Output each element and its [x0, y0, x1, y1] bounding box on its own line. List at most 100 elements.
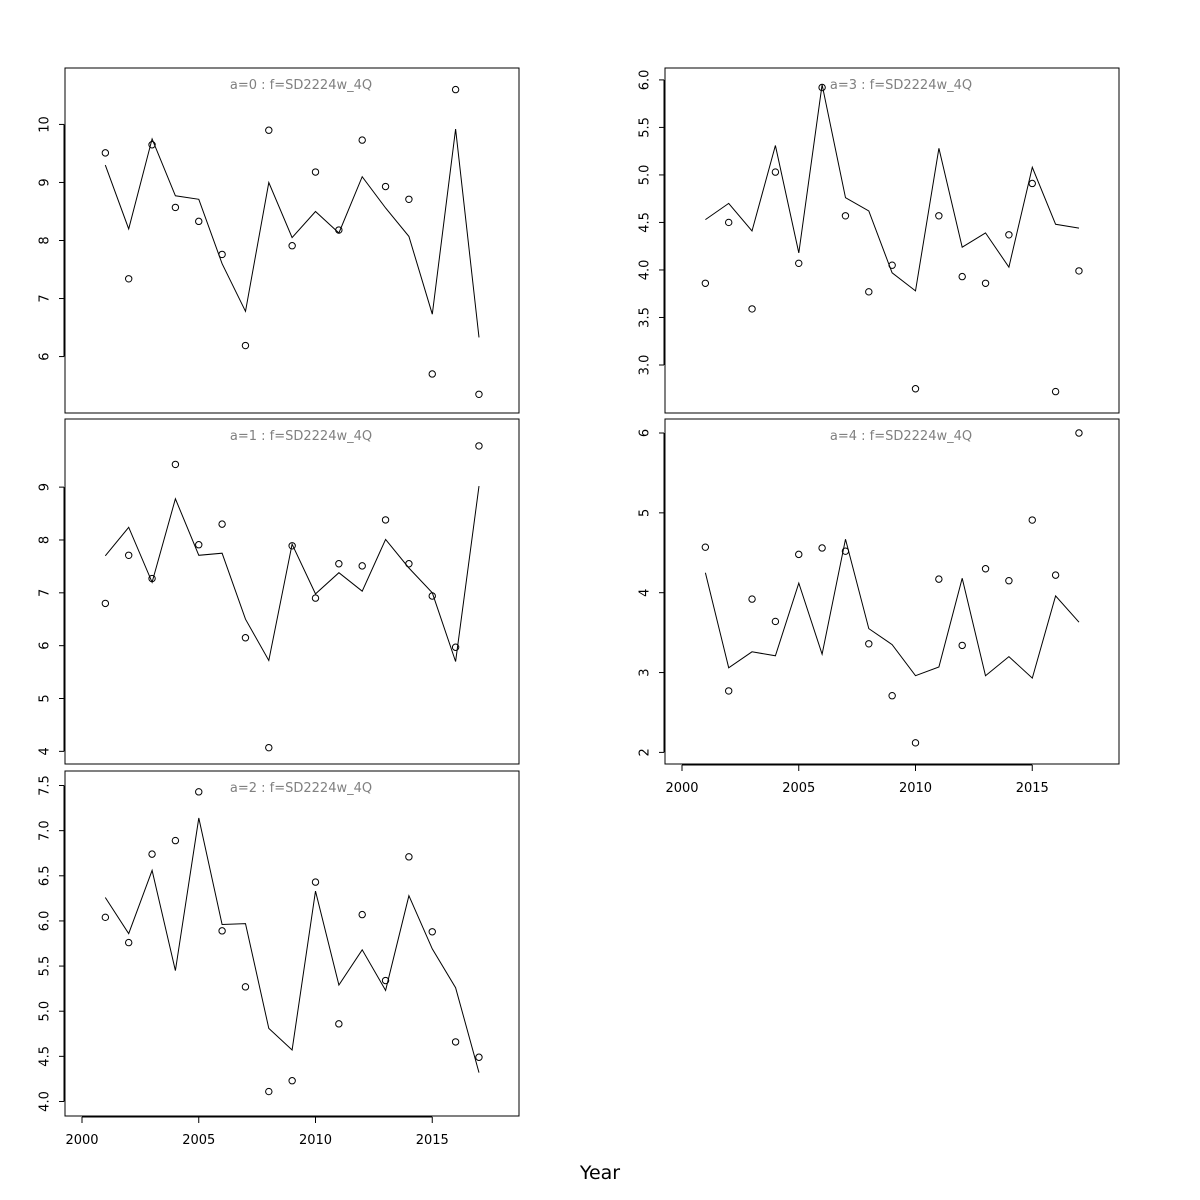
panel-0-observed-point [428, 370, 436, 378]
panel-4-observed-point [1005, 577, 1013, 585]
panel-3-observed-point [841, 212, 850, 220]
panel-2-observed-point [451, 1038, 460, 1046]
panel-4-fitted-line [704, 539, 1080, 680]
panel-2-observed-point [288, 1077, 296, 1085]
panel-1-y-tick-label: 5 [38, 694, 53, 702]
panel-0-fitted-line [104, 129, 480, 338]
panel-2-observed-point [358, 910, 366, 919]
panel-3-observed-point [1051, 387, 1060, 396]
panel-2-fitted-line [104, 817, 480, 1073]
panel-2-x-tick-label: 2015 [416, 1133, 449, 1148]
panel-1-observed-point [428, 592, 436, 600]
panel-0-observed-point [101, 149, 110, 157]
panel-0-observed-point [241, 341, 250, 350]
panel-0-observed-point [475, 390, 483, 398]
panel-4-frame [664, 418, 1120, 765]
panel-1-y-tick-label: 4 [38, 747, 53, 755]
panel-0-observed-point [125, 275, 133, 283]
panel-0-observed-point [288, 242, 296, 250]
panel-1-frame [64, 418, 520, 765]
panel-3-observed-point [795, 259, 803, 268]
panel-2-observed-point [195, 788, 203, 796]
panel-3-observed-point [818, 83, 826, 92]
panel-4-observed-point [935, 575, 943, 583]
panel-3-observed-point [911, 385, 920, 393]
panel-0-observed-point [405, 195, 413, 203]
panel-2-observed-point [148, 850, 156, 858]
panel-4-y-tick-label: 6 [638, 429, 653, 437]
panel-2-y-tick-label: 4.5 [38, 1046, 53, 1067]
panel-2-observed-point [171, 836, 180, 845]
panel-1-observed-point [405, 560, 413, 568]
panel-0-observed-point [195, 217, 203, 226]
panel-4-y-tick-label: 3 [638, 668, 653, 676]
panel-4-observed-point [1075, 429, 1083, 437]
panel-4-y-tick-label: 4 [638, 589, 653, 597]
panel-3-title: a=3 : f=SD2224w_4Q [830, 78, 972, 93]
panel-4-title: a=4 : f=SD2224w_4Q [830, 429, 972, 444]
panel-3-observed-point [958, 272, 966, 281]
panel-3-y-tick-label: 5.0 [638, 165, 653, 186]
panel-3-fitted-line [705, 84, 1080, 292]
panel-2-y-tick-label: 5.0 [38, 1001, 53, 1022]
panel-4-observed-point [888, 692, 896, 700]
panel-0-observed-point [381, 182, 390, 191]
panel-2-y-tick-label: 6.5 [38, 865, 53, 886]
panel-4-observed-point [911, 739, 920, 747]
panel-0-observed-point [148, 141, 156, 149]
panel-1-observed-point [218, 520, 226, 528]
panel-2-observed-point [125, 938, 133, 947]
panel-2-observed-point [475, 1053, 483, 1061]
panel-0-y-tick-label: 7 [38, 294, 53, 302]
panel-0-y-tick-label: 6 [38, 352, 53, 360]
x-axis-label: Year [579, 1162, 620, 1184]
panel-4-observed-point [701, 543, 710, 551]
panel-2-x-tick-label: 2000 [65, 1133, 98, 1148]
panel-4-observed-point [795, 550, 803, 559]
panel-1-observed-point [381, 516, 390, 524]
panel-2-frame [64, 770, 520, 1117]
panel-2-y-tick-label: 6.0 [38, 911, 53, 932]
panel-2-observed-point [241, 983, 250, 991]
panel-3-observed-point [725, 218, 733, 227]
panel-1-fitted-line [104, 486, 480, 662]
panel-2-observed-point [101, 913, 110, 922]
panel-0-observed-point [265, 126, 273, 134]
panel-2-title: a=2 : f=SD2224w_4Q [230, 781, 372, 796]
panel-4-observed-point [865, 640, 873, 648]
panel-1-observed-point [148, 574, 156, 583]
panel-4-observed-point [725, 687, 733, 695]
panel-3-observed-point [701, 279, 710, 287]
panel-0-observed-point [218, 250, 226, 259]
panel-1-observed-point [358, 562, 366, 570]
panel-2-observed-point [428, 928, 436, 936]
panel-4-observed-point [958, 641, 966, 650]
panel-1-observed-point [265, 743, 273, 752]
panel-4-x-tick-label: 2015 [1016, 781, 1049, 796]
panel-2-y-tick-label: 5.5 [38, 956, 53, 977]
panel-3-observed-point [771, 168, 780, 176]
panel-2-observed-point [218, 927, 226, 935]
panel-4-y-tick-label: 5 [638, 509, 653, 517]
panel-3-observed-point [935, 212, 943, 220]
panel-2-observed-point [405, 853, 413, 861]
panel-1-observed-point [101, 599, 110, 608]
panel-4-y-tick-label: 2 [638, 748, 653, 756]
panel-4-observed-point [818, 544, 826, 552]
panel-1-observed-point [475, 442, 483, 450]
panel-0-y-tick-label: 10 [38, 116, 53, 133]
panel-2-x-tick-label: 2005 [182, 1133, 215, 1148]
panel-2-y-tick-label: 7.0 [38, 820, 53, 841]
panel-4-observed-point [841, 547, 850, 555]
panel-0-observed-point [358, 136, 366, 144]
panel-0-observed-point [311, 168, 320, 176]
panel-4-x-tick-label: 2005 [782, 781, 815, 796]
panel-1-observed-point [311, 594, 320, 602]
panel-3-y-tick-label: 4.5 [638, 212, 653, 233]
panel-3-y-tick-label: 3.0 [638, 355, 653, 376]
panel-3-observed-point [888, 261, 896, 269]
panel-0-title: a=0 : f=SD2224w_4Q [230, 78, 372, 93]
panel-1-y-tick-label: 8 [38, 536, 53, 544]
panel-3-observed-point [1028, 179, 1036, 188]
